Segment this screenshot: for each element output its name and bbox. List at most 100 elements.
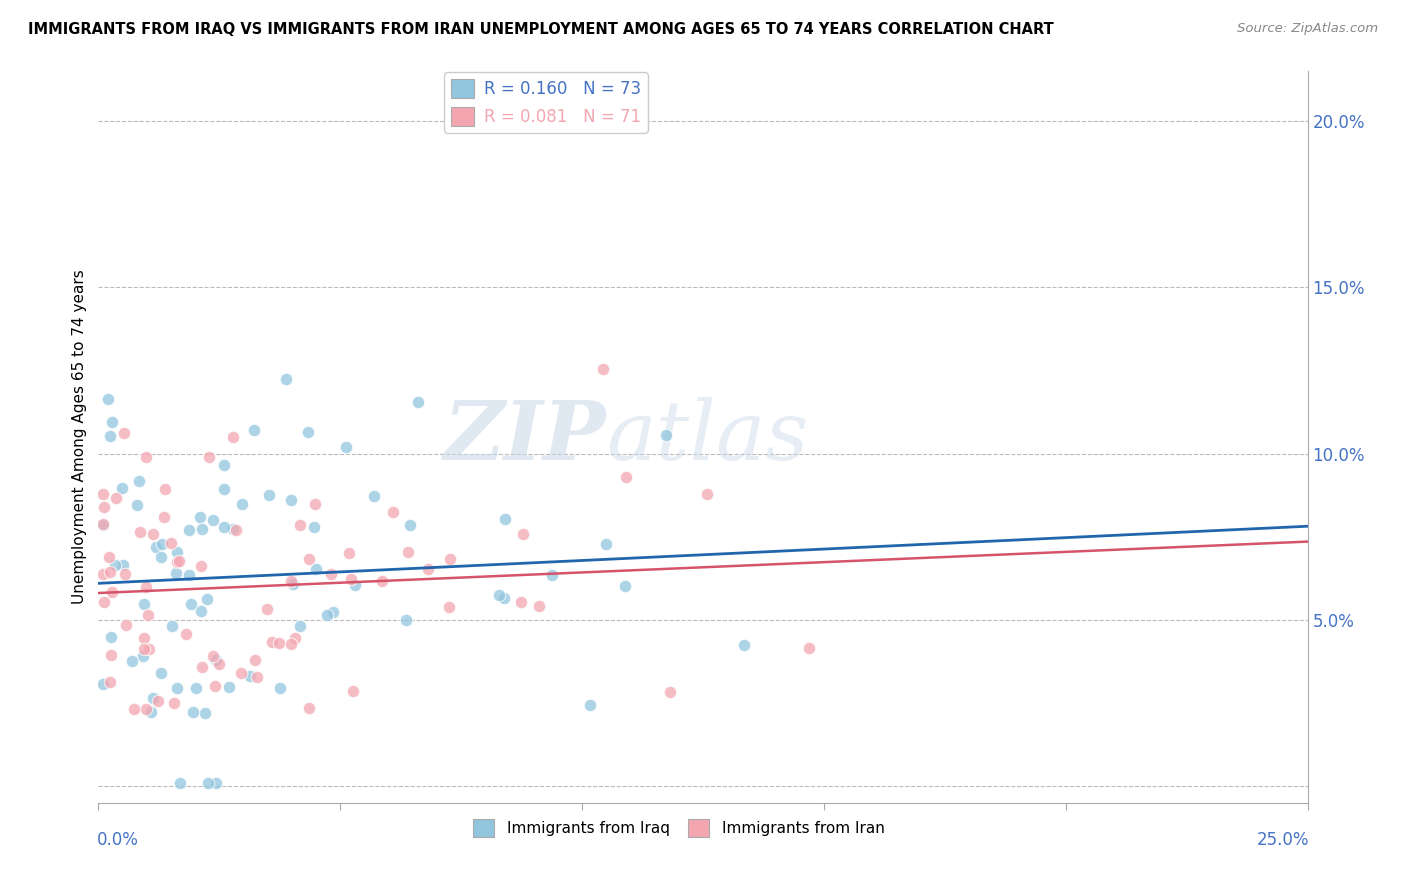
Point [138,641,160,656]
Point [114,567,136,582]
Point [195,592,218,607]
Point [197,776,219,790]
Point [184,681,207,696]
Point [194,706,217,720]
Point [231,497,253,511]
Point [121,654,143,668]
Point [540,568,562,582]
Point [135,450,157,464]
Point [322,606,344,620]
Point [179,523,201,537]
Point [205,652,228,666]
Point [191,659,214,673]
Point [111,558,134,573]
Point [104,558,127,572]
Point [124,702,146,716]
Point [177,567,200,582]
Point [257,488,280,502]
Point [93,595,115,609]
Point [246,670,269,684]
Point [614,470,637,484]
Point [297,425,319,439]
Point [97,392,120,406]
Point [578,698,600,712]
Point [399,517,422,532]
Point [342,684,364,698]
Point [159,536,181,550]
Point [280,637,302,651]
Text: 0.0%: 0.0% [97,830,139,848]
Point [112,425,135,440]
Point [208,657,231,671]
Point [658,685,681,699]
Point [288,518,311,533]
Point [510,595,533,609]
Point [288,619,311,633]
Point [166,681,188,696]
Point [218,681,240,695]
Point [337,546,360,560]
Point [494,591,516,605]
Point [100,585,122,599]
Point [595,537,617,551]
Point [153,482,176,496]
Point [111,481,134,495]
Point [190,604,212,618]
Point [274,372,297,386]
Point [512,527,534,541]
Point [160,618,183,632]
Point [262,635,284,649]
Point [439,552,461,566]
Point [395,613,418,627]
Text: ZIP: ZIP [444,397,606,477]
Point [733,638,755,652]
Point [204,680,226,694]
Point [141,706,163,720]
Point [280,574,302,589]
Point [115,618,138,632]
Point [592,362,614,376]
Point [245,653,267,667]
Point [281,577,304,591]
Point [304,497,326,511]
Point [169,776,191,790]
Point [134,631,156,645]
Point [91,518,114,533]
Point [176,627,198,641]
Point [91,487,114,501]
Point [98,674,121,689]
Point [150,536,173,550]
Point [494,511,516,525]
Point [340,572,363,586]
Point [797,641,820,656]
Point [222,522,245,536]
Point [180,597,202,611]
Point [298,552,321,566]
Text: 25.0%: 25.0% [1257,830,1309,848]
Point [149,666,172,681]
Point [527,599,550,614]
Point [142,527,165,541]
Point [316,608,339,623]
Point [416,562,439,576]
Point [269,636,291,650]
Point [132,648,155,663]
Point [212,458,235,472]
Point [343,578,366,592]
Point [100,648,122,662]
Point [149,550,172,565]
Point [298,701,321,715]
Point [381,505,404,519]
Point [319,566,342,581]
Point [406,395,429,409]
Point [371,574,394,589]
Point [167,554,190,568]
Point [335,440,357,454]
Point [91,567,114,582]
Point [91,516,114,531]
Point [162,696,184,710]
Point [614,579,637,593]
Text: Source: ZipAtlas.com: Source: ZipAtlas.com [1237,22,1378,36]
Point [97,549,120,564]
Point [201,513,224,527]
